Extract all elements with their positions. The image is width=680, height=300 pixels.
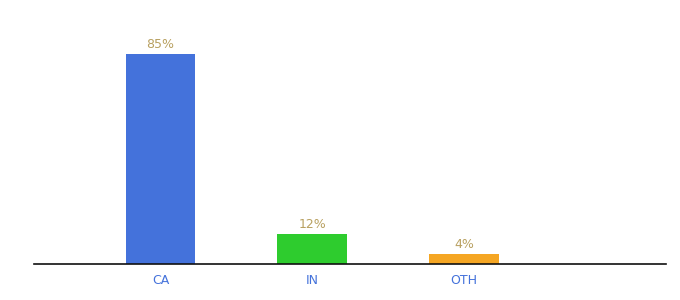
Bar xyxy=(277,234,347,264)
Bar xyxy=(429,254,499,264)
Text: 85%: 85% xyxy=(146,38,175,51)
Bar xyxy=(126,54,195,264)
Text: 12%: 12% xyxy=(299,218,326,231)
Text: 4%: 4% xyxy=(454,238,474,251)
